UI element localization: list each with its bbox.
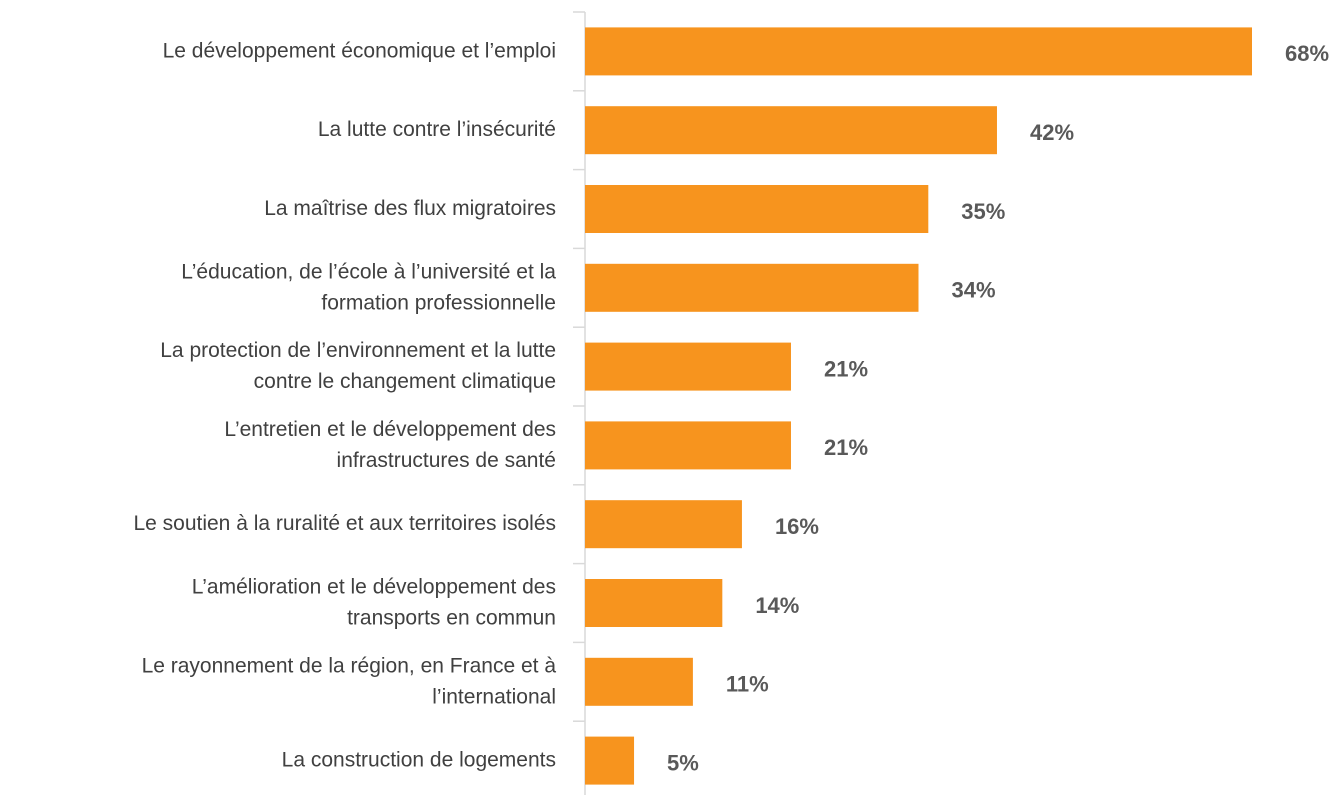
bar [585, 263, 919, 312]
value-label: 14% [755, 593, 799, 618]
bar [585, 185, 929, 233]
bar [585, 342, 791, 391]
value-label: 11% [726, 672, 769, 697]
category-label: L’entretien et le développement des infra… [224, 417, 556, 471]
value-label: 42% [1030, 120, 1074, 145]
category-label: L’éducation, de l’école à l’université e… [181, 260, 556, 314]
value-label: 16% [775, 514, 819, 539]
value-label: 35% [961, 199, 1005, 224]
bar [585, 736, 635, 785]
category-label: Le rayonnement de la région, en France e… [142, 654, 557, 708]
value-label: 34% [952, 278, 996, 303]
category-label: Le développement économique et l’emploi [163, 39, 556, 62]
bar [585, 27, 1252, 76]
value-label: 21% [824, 356, 868, 381]
bar [585, 421, 791, 470]
category-label: La lutte contre l’insécurité [318, 118, 556, 141]
bar [585, 500, 742, 549]
category-label: La maîtrise des flux migratoires [264, 197, 556, 220]
category-label: Le soutien à la ruralité et aux territoi… [133, 512, 556, 535]
bar [585, 106, 997, 155]
value-label: 21% [824, 435, 868, 460]
value-label: 68% [1285, 41, 1329, 66]
bar [585, 579, 723, 627]
category-label: La protection de l’environnement et la l… [160, 339, 556, 393]
category-label: L’amélioration et le développement des tr… [192, 575, 556, 629]
bar [585, 657, 693, 706]
category-label: La construction de logements [282, 748, 556, 771]
value-label: 5% [667, 750, 699, 775]
